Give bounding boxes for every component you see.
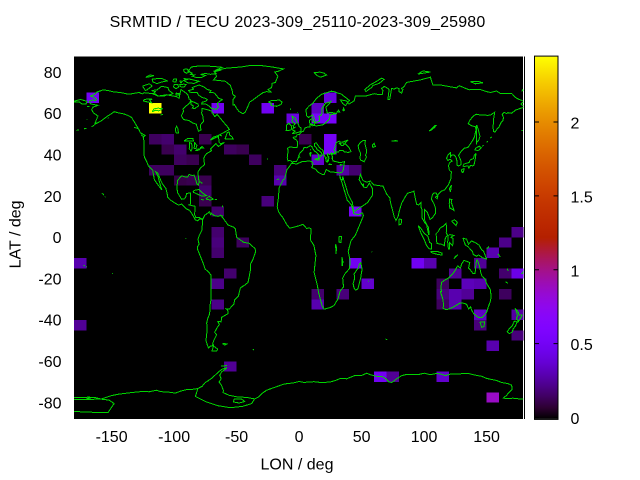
svg-text:80: 80 [44,65,62,82]
svg-text:-150: -150 [96,429,128,446]
svg-text:-100: -100 [158,429,190,446]
svg-text:50: 50 [353,429,371,446]
svg-text:-20: -20 [38,271,61,288]
svg-text:0: 0 [571,411,580,428]
svg-text:-60: -60 [38,354,61,371]
svg-text:150: 150 [473,429,500,446]
svg-text:40: 40 [44,148,62,165]
svg-text:0.5: 0.5 [571,337,593,354]
svg-text:1.5: 1.5 [571,190,593,207]
svg-text:0: 0 [53,230,62,247]
svg-text:SRMTID / TECU 2023-309_25110-2: SRMTID / TECU 2023-309_25110-2023-309_25… [110,14,486,31]
svg-text:-50: -50 [225,429,248,446]
svg-text:-40: -40 [38,313,61,330]
svg-text:LAT / deg: LAT / deg [8,200,25,268]
svg-text:2: 2 [571,116,580,133]
svg-text:LON / deg: LON / deg [261,457,334,474]
svg-text:100: 100 [411,429,438,446]
svg-text:60: 60 [44,106,62,123]
svg-text:0: 0 [295,429,304,446]
svg-text:20: 20 [44,189,62,206]
svg-text:-80: -80 [38,395,61,412]
svg-text:1: 1 [571,263,580,280]
